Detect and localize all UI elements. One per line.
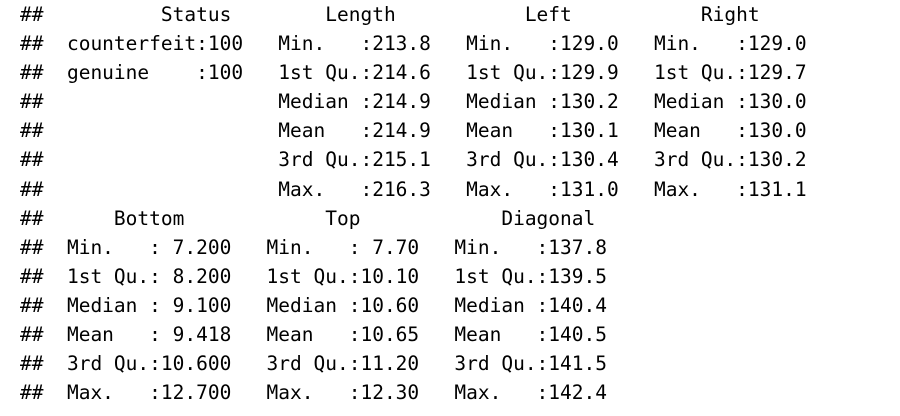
summary-line: ## counterfeit:100 Min. :213.8 Min. :129… [20, 32, 831, 56]
summary-line: ## 3rd Qu.:10.600 3rd Qu.:11.20 3rd Qu.:… [20, 352, 631, 376]
summary-line: ## 3rd Qu.:215.1 3rd Qu.:130.4 3rd Qu.:1… [20, 148, 831, 172]
summary-line: ## genuine :100 1st Qu.:214.6 1st Qu.:12… [20, 61, 831, 85]
summary-line: ## Max. :12.700 Max. :12.30 Max. :142.4 [20, 381, 631, 405]
summary-line: ## Median :214.9 Median :130.2 Median :1… [20, 90, 831, 114]
summary-header-line: ## Bottom Top Diagonal [20, 206, 643, 230]
summary-header-line: ## Status Length Left Right [20, 3, 831, 26]
summary-line: ## Min. : 7.200 Min. : 7.70 Min. :137.8 [20, 235, 631, 259]
summary-line: ## Median : 9.100 Median :10.60 Median :… [20, 293, 631, 317]
summary-line: ## Mean : 9.418 Mean :10.65 Mean :140.5 [20, 323, 631, 347]
summary-console-output: ## Status Length Left Right ## counterfe… [20, 0, 830, 407]
summary-line: ## Max. :216.3 Max. :131.0 Max. :131.1 [20, 177, 831, 201]
summary-line: ## 1st Qu.: 8.200 1st Qu.:10.10 1st Qu.:… [20, 264, 631, 288]
summary-line: ## Mean :214.9 Mean :130.1 Mean :130.0 [20, 119, 831, 143]
